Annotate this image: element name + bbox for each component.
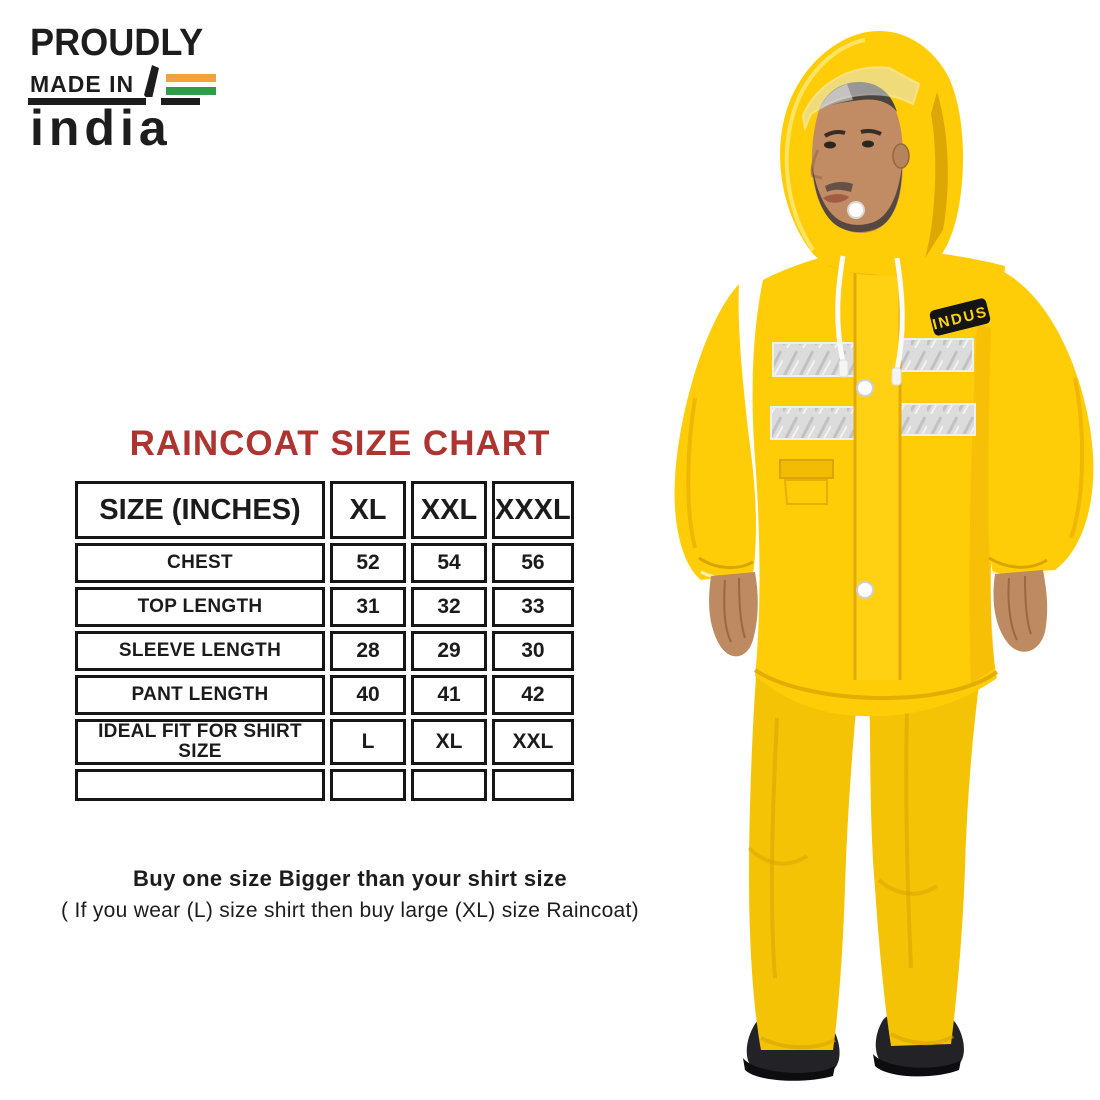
row-label: SLEEVE LENGTH <box>75 631 325 671</box>
table-row-chest: CHEST 52 54 56 <box>75 543 574 583</box>
value-cell: XXL <box>492 719 574 765</box>
india-shirorekha-bar <box>28 98 200 105</box>
row-label <box>75 768 325 801</box>
row-label: TOP LENGTH <box>75 587 325 627</box>
header-cell-xxl: XXL <box>411 481 487 539</box>
flag-stripe-green <box>166 86 217 95</box>
face <box>801 66 921 234</box>
value-cell: 40 <box>330 675 406 715</box>
note-regular-line: ( If you wear (L) size shirt then buy la… <box>61 899 639 922</box>
value-cell: 56 <box>492 543 574 583</box>
table-row-pant-length: PANT LENGTH 40 41 42 <box>75 675 574 715</box>
value-cell: 32 <box>411 587 487 627</box>
right-hand <box>993 570 1048 652</box>
mustache <box>825 181 853 192</box>
chest-pocket <box>779 459 834 505</box>
header-cell-xxxl: XXXL <box>492 481 574 539</box>
header-cell-xl: XL <box>330 481 406 539</box>
left-arm <box>674 284 758 657</box>
value-cell: 31 <box>330 587 406 627</box>
value-cell: 29 <box>411 631 487 671</box>
value-cell <box>411 768 487 801</box>
sizing-note: Buy one size Bigger than your shirt size… <box>20 866 680 923</box>
value-cell: 42 <box>492 675 574 715</box>
collar-snap-button <box>847 201 865 219</box>
value-cell <box>492 768 574 801</box>
eye <box>862 140 874 148</box>
nose <box>810 149 823 180</box>
table-row-top-length: TOP LENGTH 31 32 33 <box>75 587 574 627</box>
row-label: IDEAL FIT FOR SHIRT SIZE <box>75 719 325 765</box>
raincoat-jacket: INDUS <box>752 246 1005 717</box>
raincoat-man-photo: INDUS <box>674 30 1094 1081</box>
size-table-header-row: SIZE (INCHES) XL XXL XXXL <box>75 481 574 539</box>
value-cell: 54 <box>411 543 487 583</box>
eyebrows <box>823 128 882 138</box>
flag-pole-icon <box>144 65 160 103</box>
value-cell: XL <box>411 719 487 765</box>
raincoat-size-table: SIZE (INCHES) XL XXL XXXL CHEST 52 54 56… <box>70 477 579 805</box>
proudly-made-in-india-logo: PROUDLY MADE IN india <box>28 22 217 153</box>
logo-india-text: india <box>28 97 200 153</box>
table-row-sleeve-length: SLEEVE LENGTH 28 29 30 <box>75 631 574 671</box>
logo-proudly-text: PROUDLY <box>30 22 204 64</box>
header-cell-size-inches: SIZE (INCHES) <box>75 481 325 539</box>
table-row-empty <box>75 768 574 801</box>
value-cell: 41 <box>411 675 487 715</box>
table-row-ideal-fit: IDEAL FIT FOR SHIRT SIZE L XL XXL <box>75 719 574 765</box>
value-cell: 30 <box>492 631 574 671</box>
eye <box>824 141 836 149</box>
lips <box>823 194 849 203</box>
size-chart-title: RAINCOAT SIZE CHART <box>129 424 551 463</box>
right-arm <box>988 270 1094 652</box>
logo-made-in-text: MADE IN <box>30 70 135 97</box>
left-hand <box>709 572 758 657</box>
value-cell: 33 <box>492 587 574 627</box>
row-label: PANT LENGTH <box>75 675 325 715</box>
note-bold-line: Buy one size Bigger than your shirt size <box>132 866 568 891</box>
front-placket <box>855 246 900 680</box>
value-cell <box>330 768 406 801</box>
hood-drawstrings <box>835 255 905 386</box>
value-cell: 52 <box>330 543 406 583</box>
value-cell: 28 <box>330 631 406 671</box>
row-label: CHEST <box>75 543 325 583</box>
snap-buttons <box>856 379 874 599</box>
india-flag-mark <box>142 65 217 103</box>
value-cell: L <box>330 719 406 765</box>
flag-stripe-saffron <box>166 73 217 82</box>
ear <box>892 143 910 169</box>
clear-visor <box>801 66 921 132</box>
rain-pants <box>747 662 981 1050</box>
